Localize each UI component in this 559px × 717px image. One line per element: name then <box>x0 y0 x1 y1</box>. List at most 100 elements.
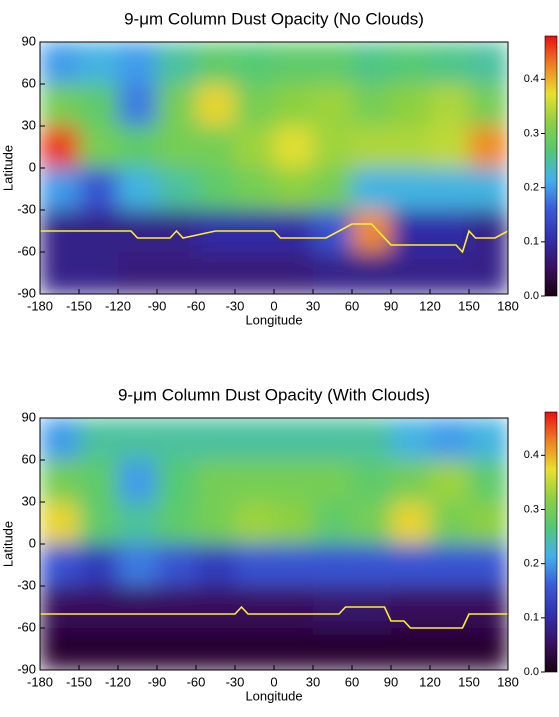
heatmap-cell <box>79 544 119 587</box>
heatmap-cell <box>157 252 197 294</box>
heatmap-cell <box>391 544 431 587</box>
heatmap-cell <box>196 252 236 294</box>
heatmap-cell <box>274 586 314 629</box>
y-tick-label: 30 <box>22 117 36 132</box>
y-tick-label: 30 <box>22 493 36 508</box>
heatmap-cell <box>79 418 119 461</box>
heatmap-cell <box>118 42 158 85</box>
heatmap-cell <box>40 502 80 545</box>
colorbar-tick-label: 0.1 <box>524 612 539 624</box>
x-tick-label: -90 <box>148 298 167 313</box>
heatmap-cell <box>469 586 508 629</box>
x-tick-label: 120 <box>419 674 441 689</box>
heatmap-cell <box>235 628 275 670</box>
heatmap-cell <box>274 418 314 461</box>
heatmap-cell <box>391 586 431 629</box>
x-tick-label: 90 <box>384 298 398 313</box>
heatmap-cell <box>352 502 392 545</box>
heatmap-cell <box>235 418 275 461</box>
heatmap-cell <box>40 168 80 211</box>
heatmap-cell <box>157 84 197 127</box>
heatmap-cell <box>469 126 508 169</box>
heatmap-cell <box>79 628 119 670</box>
y-tick-label: -30 <box>17 201 36 216</box>
heatmap-cell <box>391 42 431 85</box>
heatmap-cell <box>274 42 314 85</box>
heatmap-cell <box>313 502 353 545</box>
x-axis-label: Longitude <box>245 688 302 703</box>
heatmap-cell <box>430 126 470 169</box>
heatmap-cell <box>79 460 119 503</box>
heatmap-cell <box>313 628 353 670</box>
y-tick-label: -60 <box>17 243 36 258</box>
heatmap-cell <box>391 84 431 127</box>
heatmap-cell <box>235 42 275 85</box>
heatmap-cell <box>313 544 353 587</box>
heatmap-cell <box>118 126 158 169</box>
colorbar-tick-label: 0.3 <box>524 127 539 139</box>
heatmap-cell <box>352 42 392 85</box>
heatmap-cell <box>157 544 197 587</box>
heatmap-cell <box>430 252 470 294</box>
heatmap-cell <box>469 418 508 461</box>
x-tick-label: -120 <box>105 674 131 689</box>
colorbar-tick-label: 0.2 <box>524 558 539 570</box>
x-tick-label: 180 <box>497 674 519 689</box>
heatmap-cell <box>352 168 392 211</box>
heatmap-cell <box>79 42 119 85</box>
heatmap-cell <box>235 168 275 211</box>
heatmap-cell <box>118 460 158 503</box>
heatmap-cell <box>274 210 314 253</box>
y-tick-label: 0 <box>29 535 36 550</box>
heatmap-cell <box>274 126 314 169</box>
heatmap-cell <box>430 544 470 587</box>
heatmap-cell <box>430 42 470 85</box>
heatmap-cell <box>430 418 470 461</box>
heatmap-cell <box>157 418 197 461</box>
heatmap-cell <box>79 252 119 294</box>
heatmap-cell <box>274 544 314 587</box>
heatmap-cell <box>118 168 158 211</box>
heatmap-cell <box>274 168 314 211</box>
heatmap-cell <box>196 418 236 461</box>
heatmap-cell <box>352 460 392 503</box>
x-tick-label: -150 <box>66 298 92 313</box>
colorbar-tick-label: 0.0 <box>524 290 539 302</box>
colorbar-tick-label: 0.0 <box>524 666 539 678</box>
heatmap-cell <box>313 168 353 211</box>
boundary-line <box>40 223 508 254</box>
x-tick-label: 90 <box>384 674 398 689</box>
colorbar-tick-label: 0.4 <box>524 73 539 85</box>
y-tick-label: 0 <box>29 159 36 174</box>
heatmap-cell <box>274 502 314 545</box>
heatmap-cell <box>274 84 314 127</box>
heatmap-cell <box>313 42 353 85</box>
heatmap-cell <box>40 252 80 294</box>
colorbar-tick-label: 0.4 <box>524 449 539 461</box>
heatmap-cells <box>40 42 508 294</box>
heatmap-cell <box>40 42 80 85</box>
heatmap <box>40 42 508 294</box>
heatmap-cell <box>40 84 80 127</box>
boundary-line <box>40 605 508 629</box>
heatmap-cell <box>391 126 431 169</box>
y-axis-label: Latitude <box>0 145 15 191</box>
heatmap-cell <box>352 84 392 127</box>
heatmap-cell <box>391 210 431 253</box>
heatmap-cell <box>352 252 392 294</box>
heatmap-cell <box>118 502 158 545</box>
y-tick-label: 90 <box>22 409 36 424</box>
x-tick-label: 150 <box>458 298 480 313</box>
y-tick-label: -30 <box>17 577 36 592</box>
x-tick-label: -60 <box>187 298 206 313</box>
heatmap-cell <box>313 252 353 294</box>
heatmap-cell <box>196 586 236 629</box>
colorbar <box>544 411 558 673</box>
x-tick-label: 180 <box>497 298 519 313</box>
heatmap-cell <box>235 544 275 587</box>
heatmap-cell <box>430 502 470 545</box>
x-tick-label: 60 <box>345 298 359 313</box>
heatmap-cell <box>391 418 431 461</box>
heatmap-cell <box>157 586 197 629</box>
